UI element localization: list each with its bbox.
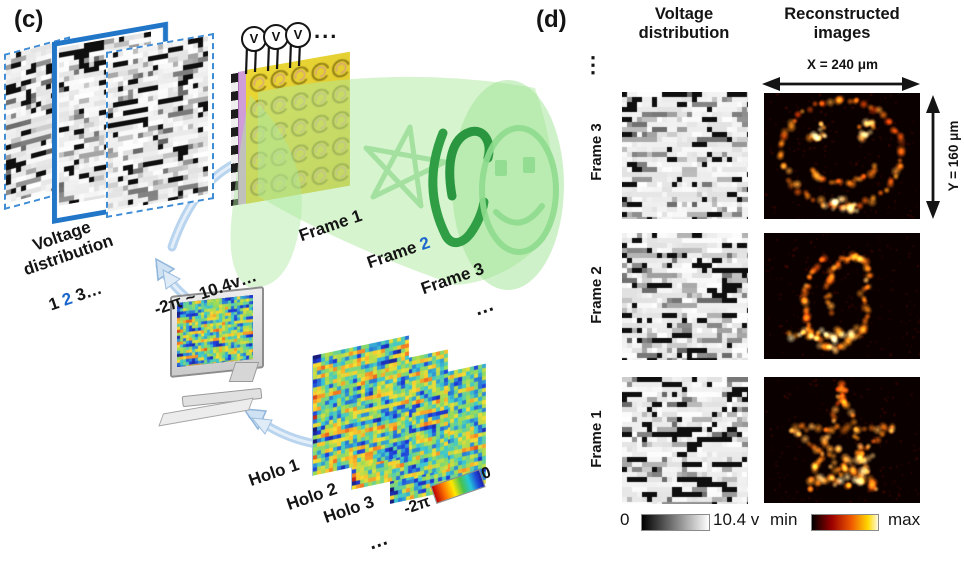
voltage-map-frame3-canvas — [622, 92, 748, 219]
intensity-scale-bar — [811, 514, 879, 531]
frame2-label: Frame 2 — [365, 233, 433, 273]
voltmeter-2-label: V — [271, 29, 281, 44]
frame2-spiral-shape-2 — [445, 126, 494, 201]
holo-ellipsis: … — [364, 527, 391, 555]
frame1-label: Frame 1 — [296, 205, 365, 246]
holo1-label: Holo 1 — [246, 455, 302, 490]
voltmeter-3-label: V — [293, 27, 303, 42]
rows-ellipsis-vertical: ⋮ — [582, 52, 604, 77]
column-header-voltage: Voltage distribution — [614, 5, 754, 44]
recon-image-star-canvas — [764, 377, 920, 503]
y-dimension-label: Y = 160 μm — [946, 120, 961, 192]
x-dimension-label: X = 240 μm — [807, 57, 878, 72]
voltage-pattern-front — [106, 32, 214, 218]
recon-image-spiral-canvas — [764, 233, 920, 359]
frame3-label: Frame 3 — [418, 258, 487, 299]
voltage-scale-min: 0 — [620, 510, 630, 529]
monitor-neck — [228, 362, 260, 382]
frames-ellipsis: … — [470, 293, 497, 321]
voltage-scale-bar — [641, 514, 710, 531]
frame3-smiley-shape — [479, 125, 559, 255]
voltage-map-frame3 — [622, 92, 748, 219]
voltmeter-1-label: V — [249, 31, 259, 46]
voltage-sequence: 1 2 3… — [46, 279, 104, 316]
recon-image-smiley — [764, 93, 920, 219]
voltmeter-3: V — [285, 22, 311, 48]
voltage-map-frame2-canvas — [622, 233, 748, 360]
cone-end-cap — [452, 80, 564, 290]
recon-image-spiral — [764, 233, 920, 359]
voltmeter-ellipsis: ... — [314, 18, 339, 43]
row-label-frame2: Frame 2 — [588, 266, 605, 324]
column-header-voltage-line2: distribution — [638, 24, 730, 43]
holo-pattern-1-canvas — [313, 335, 409, 476]
row-label-frame1: Frame 1 — [588, 410, 605, 468]
device-plate — [246, 51, 350, 205]
frame2-label-pre: Frame — [364, 236, 424, 273]
voltage-map-frame2 — [622, 233, 748, 360]
frame2-spiral-shape — [428, 128, 489, 247]
frame1-star-shape — [363, 124, 448, 209]
voltage-map-frame1 — [622, 377, 748, 504]
column-header-recon-line1: Reconstructed — [784, 5, 900, 23]
panel-c-label: (c) — [14, 6, 44, 33]
holo-pattern-1 — [312, 335, 409, 476]
device-plate-canvas — [246, 51, 350, 205]
voltage-map-frame1-canvas — [622, 377, 748, 504]
recon-image-smiley-canvas — [764, 93, 920, 219]
voltage-pattern-front-canvas — [108, 36, 208, 212]
column-header-recon: Reconstructed images — [762, 5, 922, 44]
intensity-scale-min: min — [770, 510, 798, 529]
seq-3: 3… — [68, 278, 105, 307]
panel-d-label: (d) — [536, 6, 567, 33]
column-header-voltage-line1: Voltage — [654, 5, 714, 23]
voltage-scale-max: 10.4 v — [713, 510, 760, 529]
recon-image-star — [764, 377, 920, 503]
row-label-frame3: Frame 3 — [588, 123, 605, 181]
intensity-scale-max: max — [888, 510, 921, 529]
column-header-recon-line2: images — [813, 24, 871, 43]
